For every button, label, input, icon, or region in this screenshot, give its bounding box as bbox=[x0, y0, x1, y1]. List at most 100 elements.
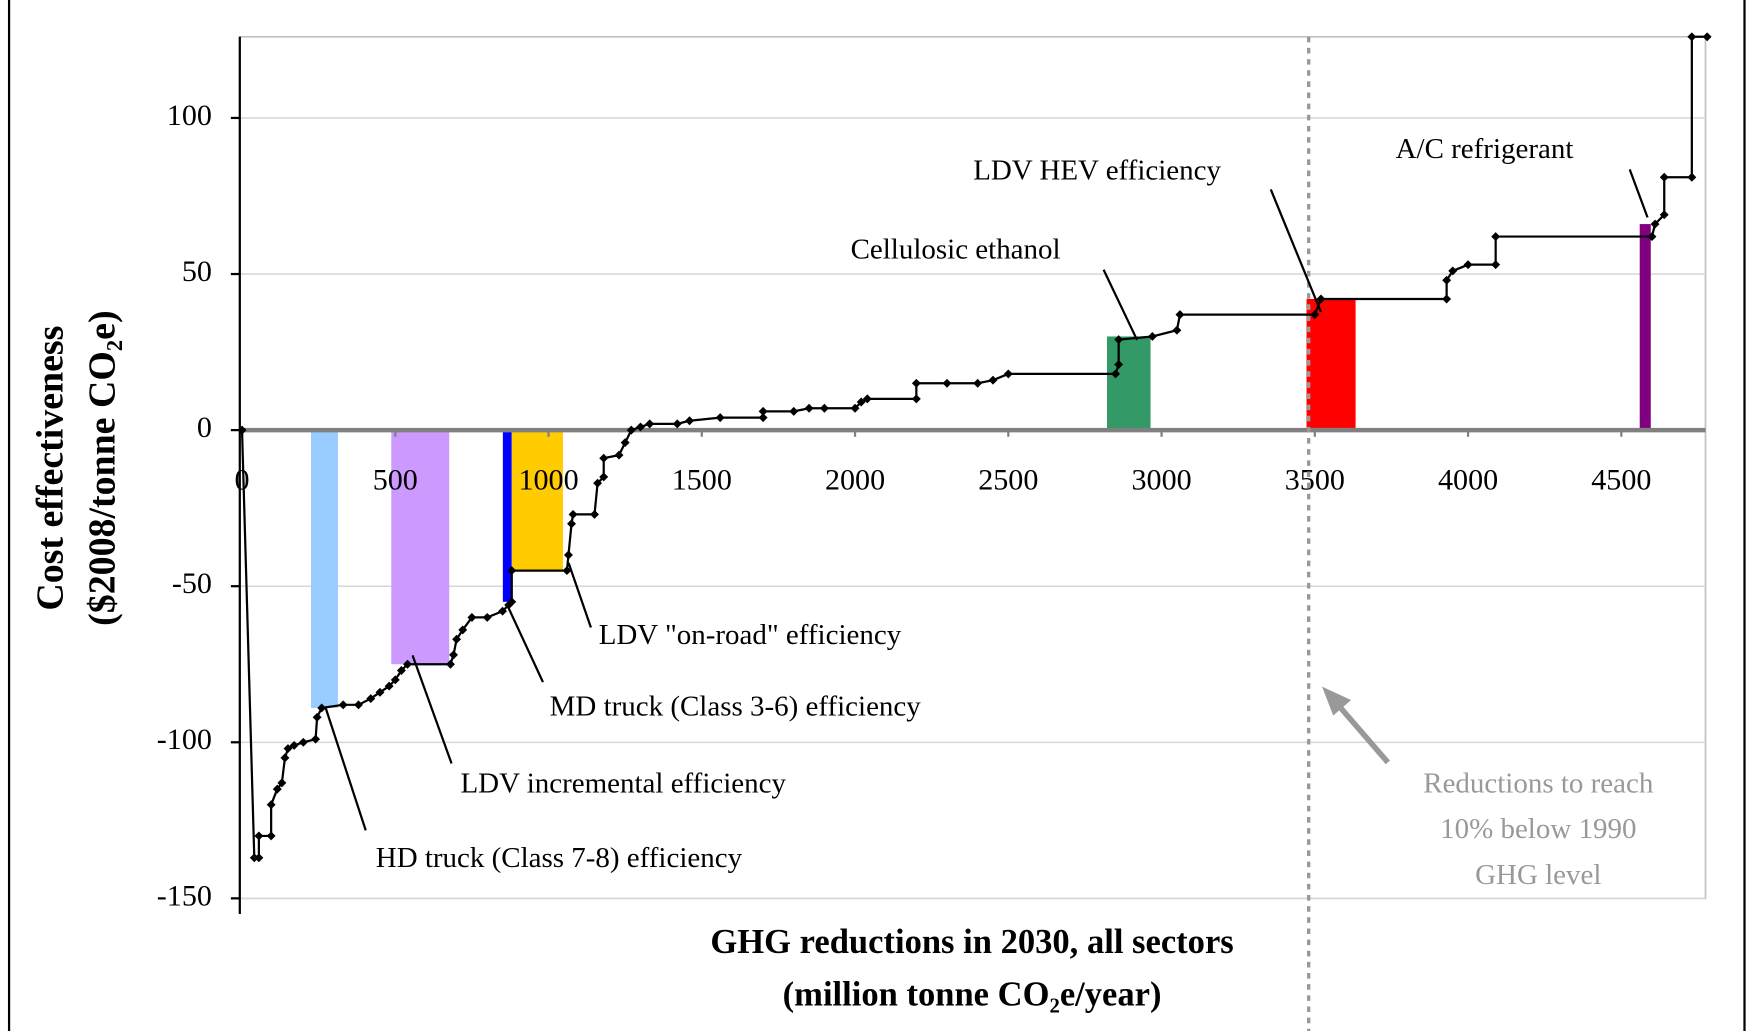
bar bbox=[1306, 299, 1356, 431]
point bbox=[672, 419, 682, 429]
bar bbox=[511, 430, 563, 571]
point bbox=[1003, 369, 1013, 379]
point bbox=[715, 413, 725, 423]
point bbox=[1448, 266, 1458, 276]
annotation: Cellulosic ethanol bbox=[851, 234, 1061, 266]
point bbox=[626, 425, 636, 435]
y-axis-title: ($2008/tonne CO₂e) bbox=[82, 310, 124, 625]
annotation-leader bbox=[506, 604, 544, 683]
point bbox=[804, 403, 814, 413]
annotation-leader bbox=[1628, 169, 1649, 218]
x-tick-label: 3500 bbox=[1285, 462, 1345, 496]
point bbox=[850, 403, 860, 413]
point bbox=[1702, 32, 1712, 42]
point bbox=[1114, 360, 1124, 370]
reference-label: 10% below 1990 bbox=[1440, 813, 1636, 845]
bar bbox=[310, 430, 338, 708]
point bbox=[272, 784, 282, 794]
reference-label: GHG level bbox=[1475, 859, 1601, 891]
point bbox=[338, 700, 348, 710]
point bbox=[685, 416, 694, 426]
annotation-leader bbox=[324, 707, 367, 831]
annotation: A/C refrigerant bbox=[1396, 133, 1574, 165]
point bbox=[366, 694, 376, 704]
point bbox=[254, 853, 264, 863]
x-tick-label: 4500 bbox=[1591, 462, 1651, 496]
x-tick-label: 1000 bbox=[518, 462, 578, 496]
point bbox=[384, 681, 394, 691]
y-tick-label: -50 bbox=[172, 566, 212, 600]
x-tick-label: 500 bbox=[373, 462, 418, 496]
point bbox=[266, 800, 276, 810]
y-tick-label: 0 bbox=[197, 410, 212, 444]
annotation: LDV "on-road" efficiency bbox=[599, 619, 902, 651]
x-tick-label: 1500 bbox=[672, 462, 732, 496]
point bbox=[504, 600, 514, 610]
point bbox=[1114, 335, 1124, 345]
point bbox=[1659, 210, 1669, 220]
bar bbox=[502, 430, 512, 602]
point bbox=[390, 675, 400, 685]
point bbox=[1687, 172, 1697, 182]
point bbox=[1147, 332, 1157, 341]
point bbox=[311, 734, 321, 744]
point bbox=[254, 831, 264, 841]
point bbox=[564, 550, 573, 560]
annotation: MD truck (Class 3-6) efficiency bbox=[550, 691, 922, 723]
annotation: LDV incremental efficiency bbox=[460, 767, 786, 799]
point bbox=[375, 687, 385, 697]
reference-label: Reductions to reach bbox=[1423, 767, 1654, 799]
point bbox=[507, 597, 517, 607]
point bbox=[445, 659, 455, 669]
point bbox=[988, 375, 998, 385]
bar bbox=[1107, 336, 1151, 431]
x-tick-label: 3000 bbox=[1131, 462, 1191, 496]
annotation-leader bbox=[567, 562, 592, 628]
point bbox=[249, 853, 259, 863]
point bbox=[1650, 219, 1660, 229]
x-tick-label: 2500 bbox=[978, 462, 1038, 496]
point bbox=[614, 450, 624, 460]
point bbox=[317, 703, 327, 713]
point bbox=[289, 740, 299, 750]
bar bbox=[391, 430, 450, 665]
point bbox=[856, 397, 866, 407]
point bbox=[568, 509, 578, 519]
point bbox=[911, 378, 921, 388]
point bbox=[354, 700, 363, 710]
point bbox=[562, 566, 572, 576]
point bbox=[819, 403, 829, 413]
point bbox=[1310, 310, 1320, 320]
y-tick-label: 50 bbox=[182, 254, 212, 288]
point bbox=[593, 478, 603, 488]
annotation: LDV HEV efficiency bbox=[973, 154, 1221, 186]
point bbox=[283, 744, 293, 753]
point bbox=[458, 625, 468, 635]
y-axis-title: Cost effectiveness bbox=[29, 326, 71, 611]
point bbox=[237, 425, 247, 435]
point bbox=[449, 650, 458, 660]
point bbox=[1463, 260, 1473, 270]
point bbox=[1659, 172, 1669, 182]
point bbox=[789, 406, 799, 416]
point bbox=[312, 712, 322, 722]
annotation-leader bbox=[1269, 189, 1322, 313]
y-tick-label: -150 bbox=[157, 878, 212, 912]
x-tick-label: 4000 bbox=[1438, 462, 1498, 496]
annotation: HD truck (Class 7-8) efficiency bbox=[376, 842, 743, 874]
point bbox=[758, 406, 768, 416]
annotation-leader bbox=[411, 655, 453, 764]
x-axis-title: (million tonne CO₂e/year) bbox=[783, 975, 1162, 1013]
point bbox=[942, 378, 952, 388]
point bbox=[1442, 275, 1452, 285]
point bbox=[599, 472, 609, 482]
point bbox=[298, 737, 308, 747]
point bbox=[467, 612, 477, 622]
point bbox=[645, 419, 655, 429]
bar bbox=[1639, 224, 1651, 431]
point bbox=[280, 753, 290, 763]
point bbox=[973, 378, 983, 388]
point bbox=[862, 394, 872, 404]
